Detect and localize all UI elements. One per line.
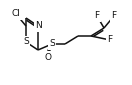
Text: O: O [44,53,51,62]
Text: N: N [35,22,41,31]
Text: F: F [94,11,100,20]
Text: F: F [107,36,113,45]
Text: F: F [111,11,117,20]
Text: Cl: Cl [12,10,20,19]
Text: S: S [49,40,55,49]
Text: S: S [23,37,29,46]
